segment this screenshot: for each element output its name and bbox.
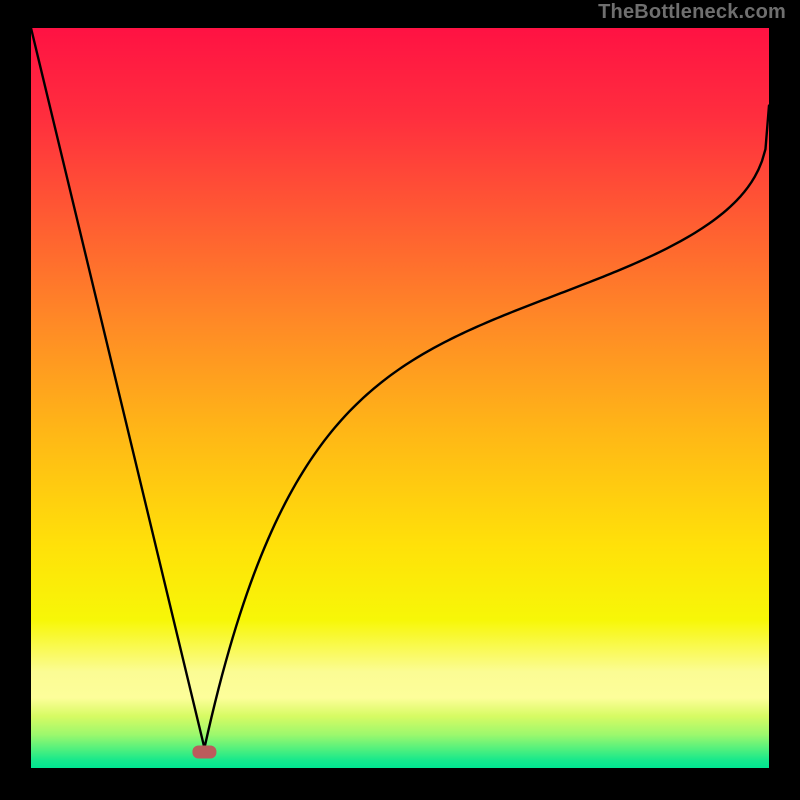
bottleneck-chart (0, 0, 800, 800)
attribution-label: TheBottleneck.com (598, 1, 786, 24)
plot-background (31, 28, 769, 768)
optimum-marker (192, 746, 216, 759)
chart-frame: TheBottleneck.com (0, 0, 800, 800)
